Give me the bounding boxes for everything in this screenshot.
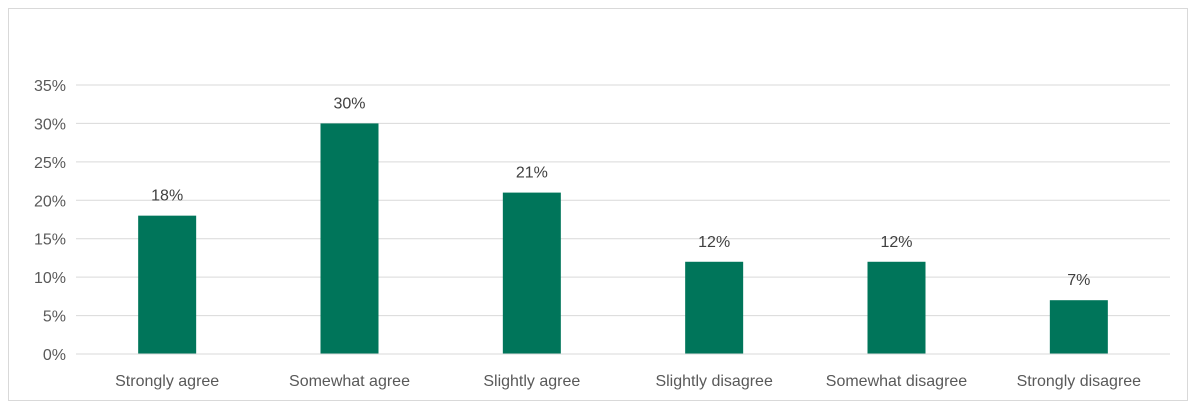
y-axis-tick-labels: 0% 5% 10% 15% 20% 25% 30% 35% <box>34 78 66 364</box>
data-label: 21% <box>516 165 548 182</box>
gridlines <box>76 84 1170 317</box>
category-label: Somewhat agree <box>289 373 410 390</box>
data-label: 30% <box>333 95 365 112</box>
y-tick-label: 35% <box>34 78 66 95</box>
y-tick-label: 25% <box>34 155 66 172</box>
bar <box>320 123 379 354</box>
category-label: Strongly disagree <box>1017 373 1142 390</box>
y-tick-label: 15% <box>34 232 66 249</box>
bar <box>502 192 561 354</box>
category-label: Slightly disagree <box>655 373 773 390</box>
category-label: Strongly agree <box>115 373 219 390</box>
bar <box>138 215 197 354</box>
y-tick-label: 30% <box>34 116 66 133</box>
data-label: 12% <box>698 234 730 251</box>
chart-frame <box>8 8 1188 401</box>
data-label: 18% <box>151 188 183 205</box>
x-axis-category-labels: Strongly agree Somewhat agree Slightly agr… <box>115 373 1141 390</box>
bar <box>867 261 926 354</box>
y-tick-label: 0% <box>43 347 66 364</box>
category-label: Somewhat disagree <box>826 373 968 390</box>
data-label: 7% <box>1067 272 1090 289</box>
bars <box>138 123 1108 354</box>
data-labels: 18% 30% 21% 12% 12% 7% <box>151 95 1090 289</box>
bar <box>1049 300 1108 354</box>
y-tick-label: 5% <box>43 309 66 326</box>
y-tick-label: 10% <box>34 270 66 287</box>
bar <box>685 261 744 354</box>
y-tick-label: 20% <box>34 193 66 210</box>
data-label: 12% <box>880 234 912 251</box>
category-label: Slightly agree <box>483 373 580 390</box>
